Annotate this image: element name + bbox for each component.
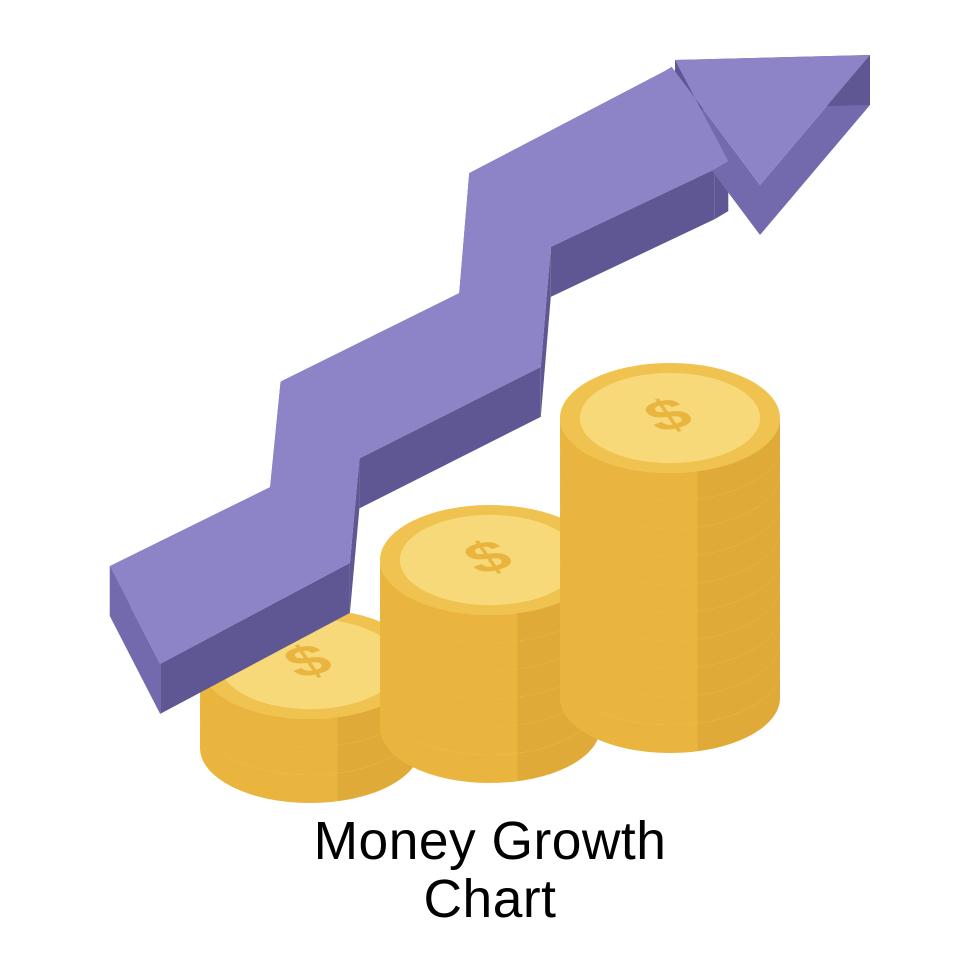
caption: Money Growth Chart xyxy=(0,813,980,930)
caption-line-2: Chart xyxy=(0,871,980,930)
caption-line-1: Money Growth xyxy=(0,813,980,872)
money-growth-chart-card: $$$ Money Growth Chart xyxy=(0,0,980,980)
